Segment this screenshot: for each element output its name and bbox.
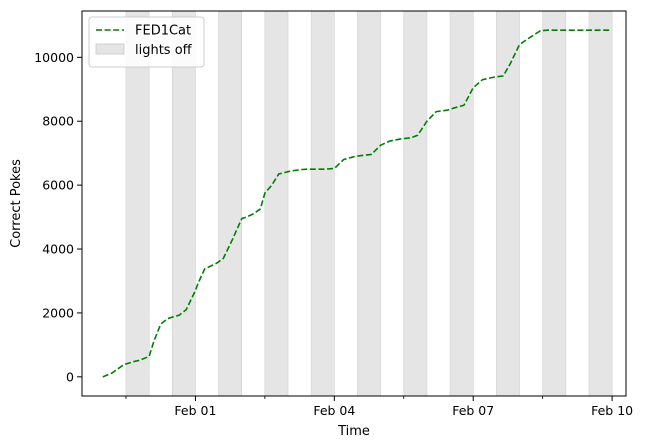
lights-off-band-5 xyxy=(357,10,381,397)
y-axis-label: Correct Pokes xyxy=(9,159,24,248)
lights-off-band-6 xyxy=(403,10,428,397)
y-tick-label-3: 6000 xyxy=(42,178,74,193)
lights-off-band-9 xyxy=(542,10,567,397)
shaded-regions xyxy=(125,10,613,397)
lights-off-band-2 xyxy=(218,10,243,397)
lights-off-band-10 xyxy=(588,10,613,397)
y-axis-ticks: 0 2000 4000 6000 8000 10000 xyxy=(34,50,82,384)
x-tick-label-0: Feb 01 xyxy=(174,403,216,418)
x-tick-label-3: Feb 10 xyxy=(591,403,633,418)
lights-off-band-4 xyxy=(310,10,335,397)
y-tick-label-2: 4000 xyxy=(42,242,74,257)
y-tick-label-1: 2000 xyxy=(42,305,74,320)
y-tick-label-5: 10000 xyxy=(34,50,74,65)
series-line-fed1cat xyxy=(102,29,610,378)
lights-off-band-1 xyxy=(171,10,196,397)
x-axis-label: Time xyxy=(337,424,370,439)
lights-off-band-0 xyxy=(125,10,150,397)
series-lines xyxy=(102,29,610,378)
x-tick-label-2: Feb 07 xyxy=(452,403,494,418)
x-tick-label-1: Feb 04 xyxy=(313,403,355,418)
plot-frame xyxy=(81,10,627,397)
legend-label-lights-off: lights off xyxy=(135,43,193,58)
lights-off-band-3 xyxy=(264,10,289,397)
y-tick-label-0: 0 xyxy=(66,369,74,384)
legend-label-fed1cat: FED1Cat xyxy=(135,24,191,39)
y-tick-label-4: 8000 xyxy=(42,114,74,129)
x-axis-ticks: Feb 01 Feb 04 Feb 07 Feb 10 xyxy=(125,396,633,418)
legend: FED1Cat lights off xyxy=(88,16,205,68)
lights-off-band-7 xyxy=(449,10,474,397)
legend-swatch-lights-off xyxy=(95,43,125,55)
